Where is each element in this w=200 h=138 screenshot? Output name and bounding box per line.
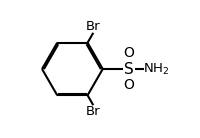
Text: O: O (124, 78, 134, 92)
Text: S: S (124, 62, 134, 76)
Text: O: O (124, 46, 134, 60)
Text: NH$_2$: NH$_2$ (143, 61, 170, 77)
Text: Br: Br (85, 105, 100, 118)
Text: Br: Br (85, 20, 100, 33)
